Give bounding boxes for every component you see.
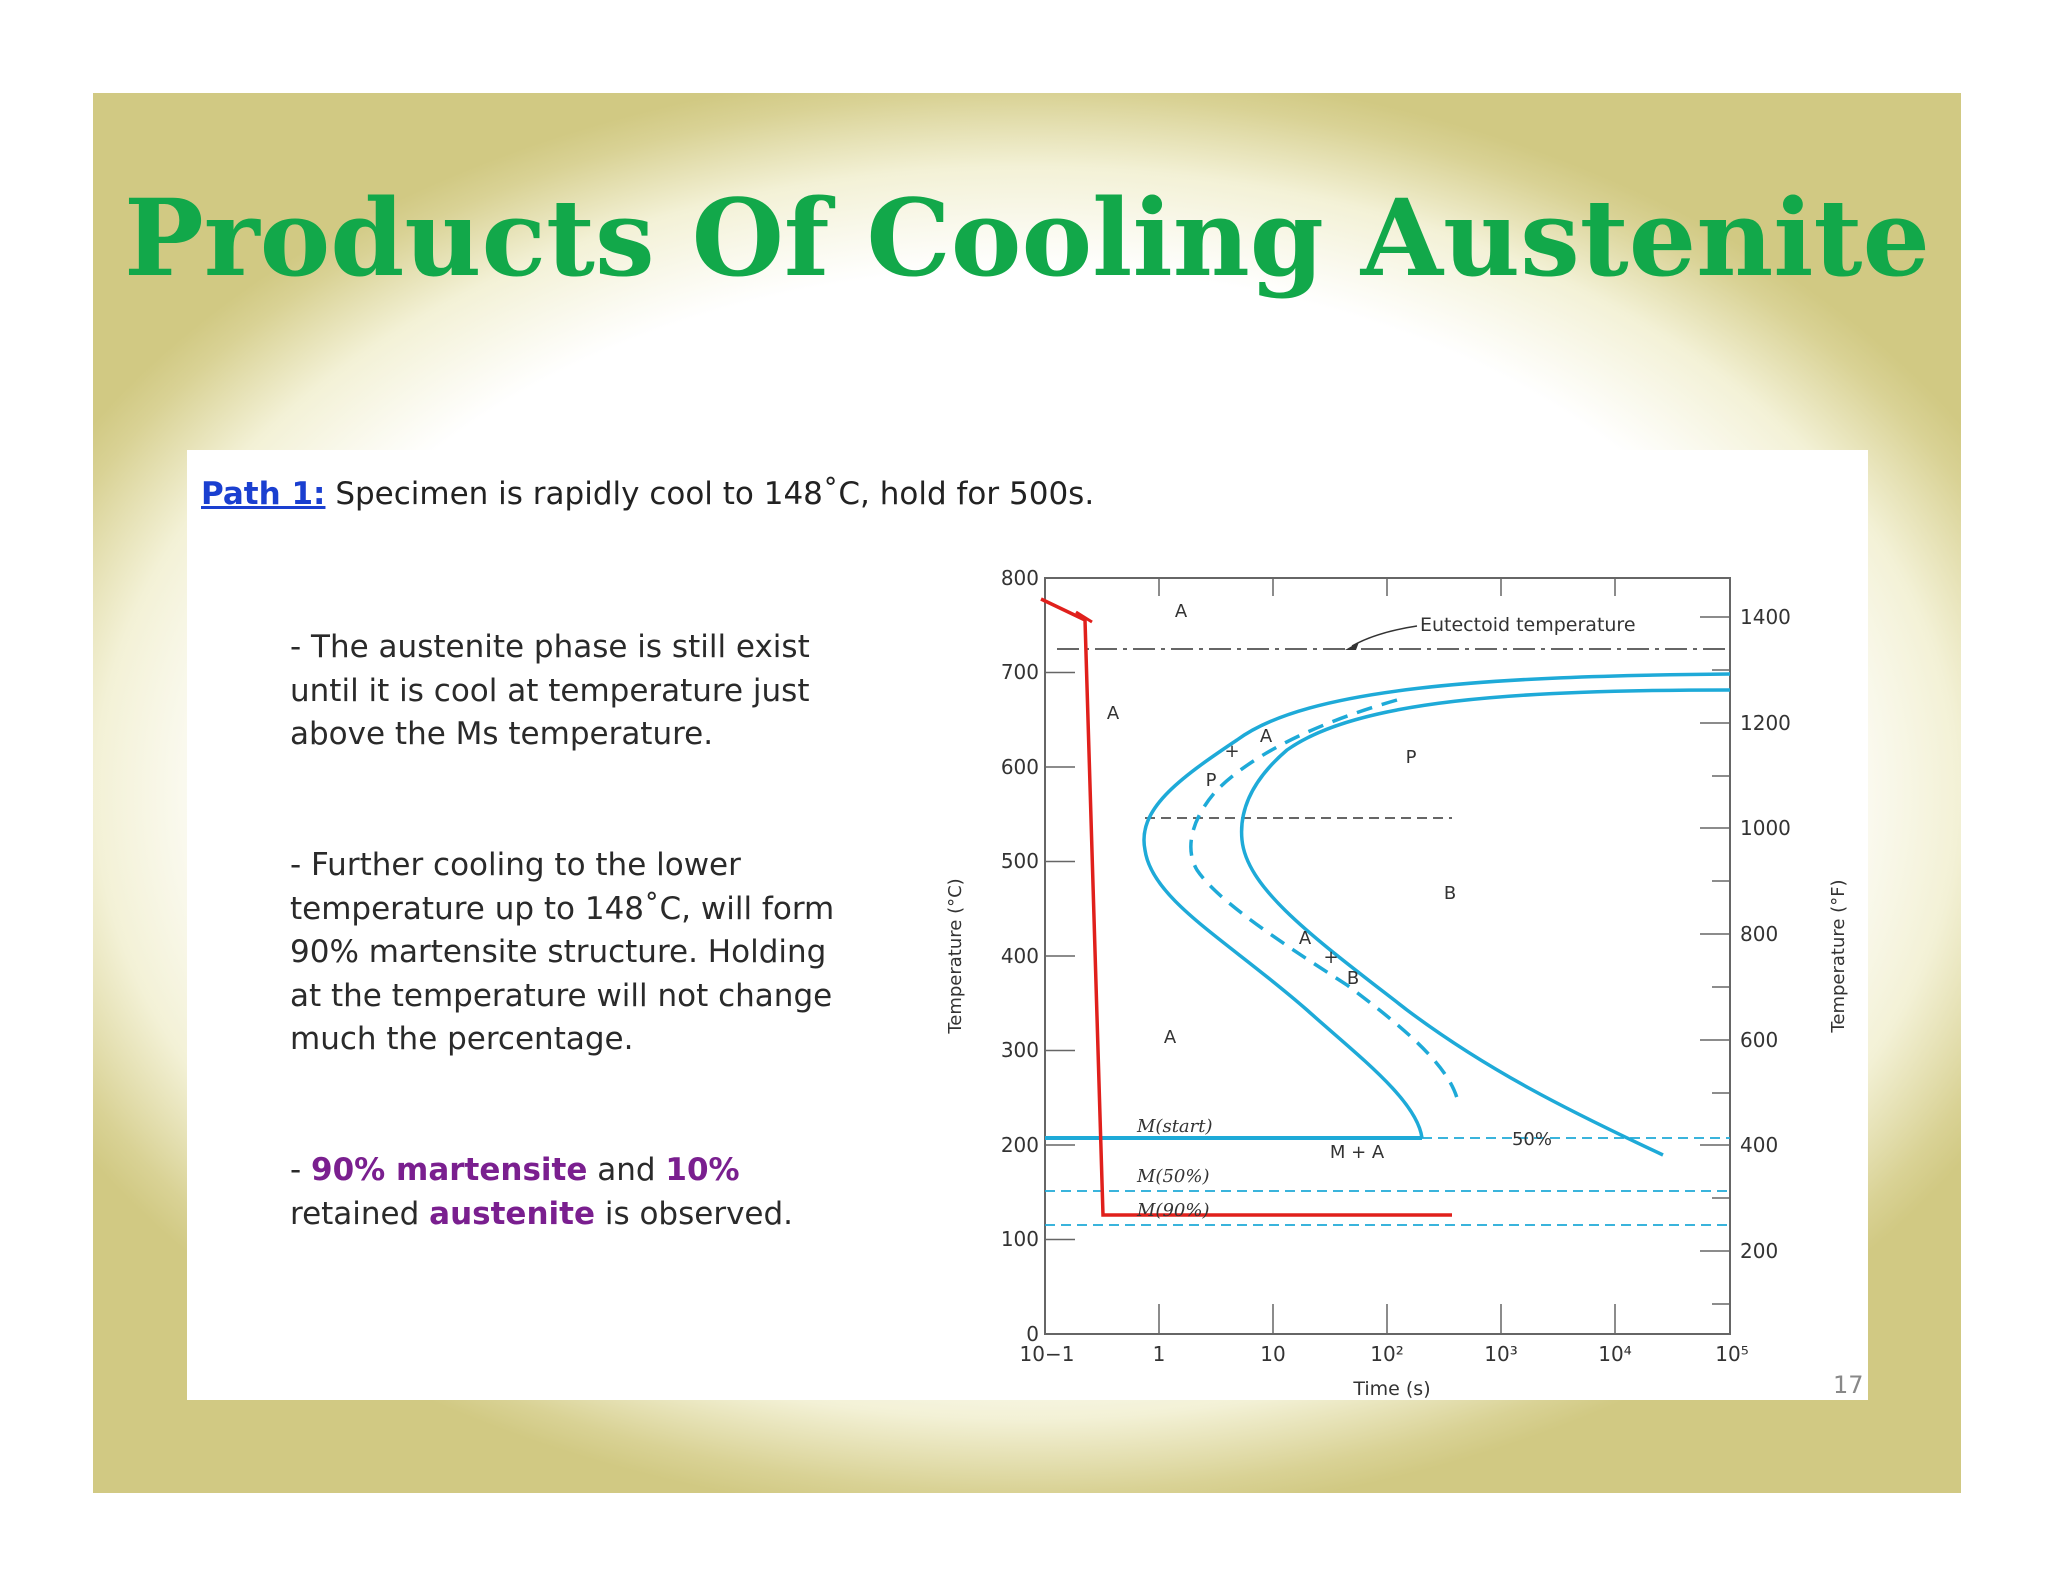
path-label: Path 1:	[201, 476, 326, 512]
label-m-start: M(start)	[1136, 1116, 1213, 1137]
y-right-tick-200: 200	[1740, 1239, 1778, 1263]
x-tick-0-1: 10−1	[1020, 1342, 1075, 1366]
y-tick-0: 0	[1026, 1322, 1039, 1346]
right-tick-marks	[1700, 616, 1730, 1305]
result-retained: retained	[290, 1195, 430, 1232]
label-m90: M(90%)	[1136, 1200, 1209, 1221]
paragraph-result: - 90% martensite and 10% retained austen…	[290, 1149, 850, 1236]
y-right-tick-600: 600	[1740, 1028, 1778, 1052]
label-a-left: A	[1107, 703, 1120, 724]
y-tick-400: 400	[1001, 944, 1039, 968]
y-tick-600: 600	[1001, 755, 1039, 779]
label-m50: M(50%)	[1136, 1166, 1209, 1187]
result-and: and	[587, 1152, 666, 1188]
eutectoid-pointer	[1351, 625, 1418, 647]
y-right-tick-1000: 1000	[1740, 816, 1791, 840]
paragraph-austenite-phase: - The austenite phase is still exist unt…	[290, 629, 810, 752]
result-prefix: -	[290, 1152, 312, 1188]
label-m-plus-a: M + A	[1330, 1142, 1385, 1163]
y-tick-200: 200	[1001, 1133, 1039, 1157]
y-axis-label-right: Temperature (°F)	[1828, 879, 1849, 1033]
y-axis-label-left: Temperature (°C)	[945, 878, 966, 1034]
label-a-nose: A	[1260, 726, 1273, 747]
y-tick-500: 500	[1001, 849, 1039, 873]
eutectoid-label: Eutectoid temperature	[1420, 614, 1636, 636]
result-martensite: 90% martensite	[311, 1152, 588, 1188]
label-fifty-percent: 50%	[1512, 1129, 1552, 1150]
y-right-tick-400: 400	[1740, 1133, 1778, 1157]
result-austenite: austenite	[429, 1195, 595, 1232]
label-plus-upper: +	[1224, 741, 1239, 762]
fifty-percent-curve	[1189, 698, 1459, 1099]
left-tick-marks	[1045, 577, 1075, 1241]
y-right-tick-800: 800	[1740, 922, 1778, 946]
y-right-tick-1200: 1200	[1740, 711, 1791, 735]
paragraph-further-cooling: - Further cooling to the lower temperatu…	[290, 847, 835, 1057]
path-description: Path 1: Specimen is rapidly cool to 148˚…	[201, 476, 1094, 512]
ttt-diagram: 800 700 600 500 400 300 200 100 0 1400 1…	[945, 566, 1849, 1400]
slide-title: Products Of Cooling Austenite	[124, 175, 1930, 300]
x-tick-10000: 10⁴	[1598, 1342, 1631, 1366]
x-axis-label: Time (s)	[1352, 1378, 1430, 1400]
label-a-top: A	[1175, 601, 1188, 622]
result-percent: 10%	[665, 1152, 740, 1188]
label-plus-lower: +	[1323, 947, 1338, 968]
cooling-path-tick	[1075, 610, 1093, 624]
y-tick-100: 100	[1001, 1227, 1039, 1251]
label-p-upper: P	[1206, 770, 1217, 791]
y-tick-800: 800	[1001, 566, 1039, 590]
x-tick-1: 1	[1153, 1342, 1166, 1366]
label-a-bottom: A	[1164, 1027, 1177, 1048]
x-tick-100: 10²	[1370, 1342, 1403, 1366]
label-b-right: B	[1444, 883, 1456, 904]
content-panel: Path 1: Specimen is rapidly cool to 148˚…	[187, 450, 1868, 1400]
cooling-path	[1040, 597, 1452, 1217]
start-curve	[1142, 672, 1731, 1139]
label-b-lower: B	[1347, 968, 1359, 989]
page-number: 17	[1833, 1371, 1864, 1399]
y-right-tick-1400: 1400	[1740, 605, 1791, 629]
label-p-right: P	[1406, 747, 1417, 768]
y-tick-300: 300	[1001, 1038, 1039, 1062]
y-tick-700: 700	[1001, 660, 1039, 684]
eutectoid-arrowhead	[1345, 642, 1359, 650]
finish-curve	[1239, 688, 1731, 1157]
path-text: Specimen is rapidly cool to 148˚C, hold …	[325, 476, 1095, 512]
x-tick-1000: 10³	[1484, 1342, 1517, 1366]
x-tick-10: 10	[1260, 1342, 1285, 1366]
x-tick-marks	[1158, 578, 1616, 1334]
result-suffix: is observed.	[594, 1195, 794, 1232]
label-a-lower: A	[1299, 928, 1312, 949]
x-tick-100000: 10⁵	[1715, 1342, 1748, 1366]
